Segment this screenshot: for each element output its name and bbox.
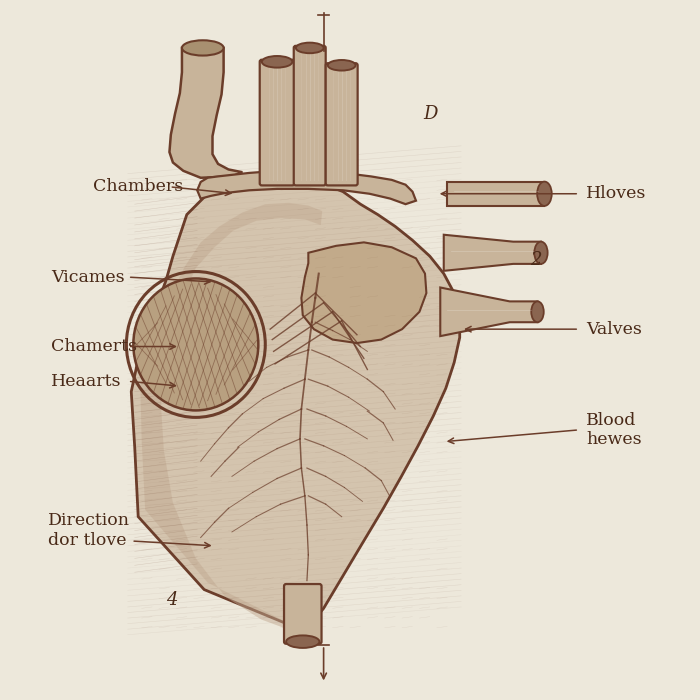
- FancyBboxPatch shape: [284, 584, 321, 644]
- Text: Direction: Direction: [48, 512, 130, 528]
- Polygon shape: [444, 234, 541, 271]
- Ellipse shape: [296, 43, 323, 53]
- FancyBboxPatch shape: [294, 46, 326, 186]
- Polygon shape: [132, 175, 460, 631]
- Text: Hloves: Hloves: [586, 186, 647, 202]
- FancyBboxPatch shape: [260, 60, 295, 186]
- Text: Heaarts: Heaarts: [51, 372, 122, 390]
- Text: Chambers: Chambers: [93, 178, 183, 195]
- FancyBboxPatch shape: [326, 63, 358, 186]
- Text: Vicames: Vicames: [51, 269, 125, 286]
- Ellipse shape: [534, 241, 547, 264]
- Text: D: D: [423, 105, 438, 123]
- Text: 4: 4: [166, 591, 178, 609]
- Polygon shape: [197, 171, 416, 204]
- Ellipse shape: [328, 60, 356, 71]
- Text: Valves: Valves: [586, 321, 642, 337]
- Ellipse shape: [286, 636, 319, 648]
- Ellipse shape: [531, 302, 544, 322]
- Text: Blood
hewes: Blood hewes: [586, 412, 642, 448]
- Polygon shape: [440, 288, 538, 336]
- Polygon shape: [302, 242, 426, 343]
- Ellipse shape: [133, 279, 258, 410]
- Ellipse shape: [262, 56, 293, 68]
- Text: Chamerts: Chamerts: [51, 338, 137, 355]
- Text: dor tlove: dor tlove: [48, 533, 127, 550]
- Ellipse shape: [537, 181, 552, 206]
- Polygon shape: [447, 181, 545, 206]
- Polygon shape: [140, 203, 322, 631]
- Polygon shape: [169, 48, 242, 178]
- Text: 2: 2: [531, 251, 542, 269]
- Ellipse shape: [182, 41, 223, 55]
